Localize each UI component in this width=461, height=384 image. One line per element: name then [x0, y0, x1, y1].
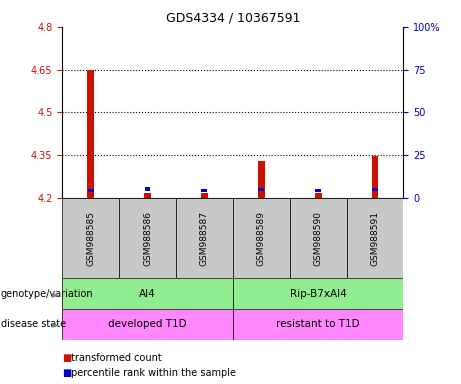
Bar — [290, 198, 347, 278]
Text: percentile rank within the sample: percentile rank within the sample — [71, 368, 236, 378]
Text: GSM988585: GSM988585 — [86, 210, 95, 266]
Bar — [176, 198, 233, 278]
Bar — [62, 309, 233, 340]
Bar — [258, 161, 265, 198]
Text: GSM988590: GSM988590 — [313, 210, 323, 266]
Bar — [258, 188, 264, 192]
Text: ■: ■ — [62, 368, 71, 378]
Bar — [201, 194, 208, 198]
Bar — [347, 198, 403, 278]
Text: AI4: AI4 — [139, 289, 156, 299]
Bar — [62, 198, 119, 278]
Bar — [372, 188, 378, 192]
Bar — [233, 278, 403, 309]
Bar — [315, 189, 321, 192]
Text: GSM988586: GSM988586 — [143, 210, 152, 266]
Bar — [233, 309, 403, 340]
Text: ■: ■ — [62, 353, 71, 363]
Bar — [233, 198, 290, 278]
Bar — [201, 189, 207, 192]
Bar — [145, 187, 150, 191]
Bar — [87, 70, 94, 198]
Text: Rip-B7xAI4: Rip-B7xAI4 — [290, 289, 347, 299]
Bar — [119, 198, 176, 278]
Text: resistant to T1D: resistant to T1D — [276, 319, 360, 329]
Bar — [144, 194, 151, 198]
Text: disease state: disease state — [1, 319, 66, 329]
Text: GSM988591: GSM988591 — [371, 210, 379, 266]
Text: GSM988589: GSM988589 — [257, 210, 266, 266]
Text: ►: ► — [52, 319, 59, 329]
Bar — [372, 156, 378, 198]
Text: genotype/variation: genotype/variation — [1, 289, 94, 299]
Text: ►: ► — [52, 289, 59, 299]
Bar — [88, 189, 94, 192]
Bar — [315, 194, 321, 198]
Text: GSM988587: GSM988587 — [200, 210, 209, 266]
Bar — [62, 278, 233, 309]
Text: developed T1D: developed T1D — [108, 319, 187, 329]
Title: GDS4334 / 10367591: GDS4334 / 10367591 — [165, 11, 300, 24]
Text: transformed count: transformed count — [71, 353, 162, 363]
